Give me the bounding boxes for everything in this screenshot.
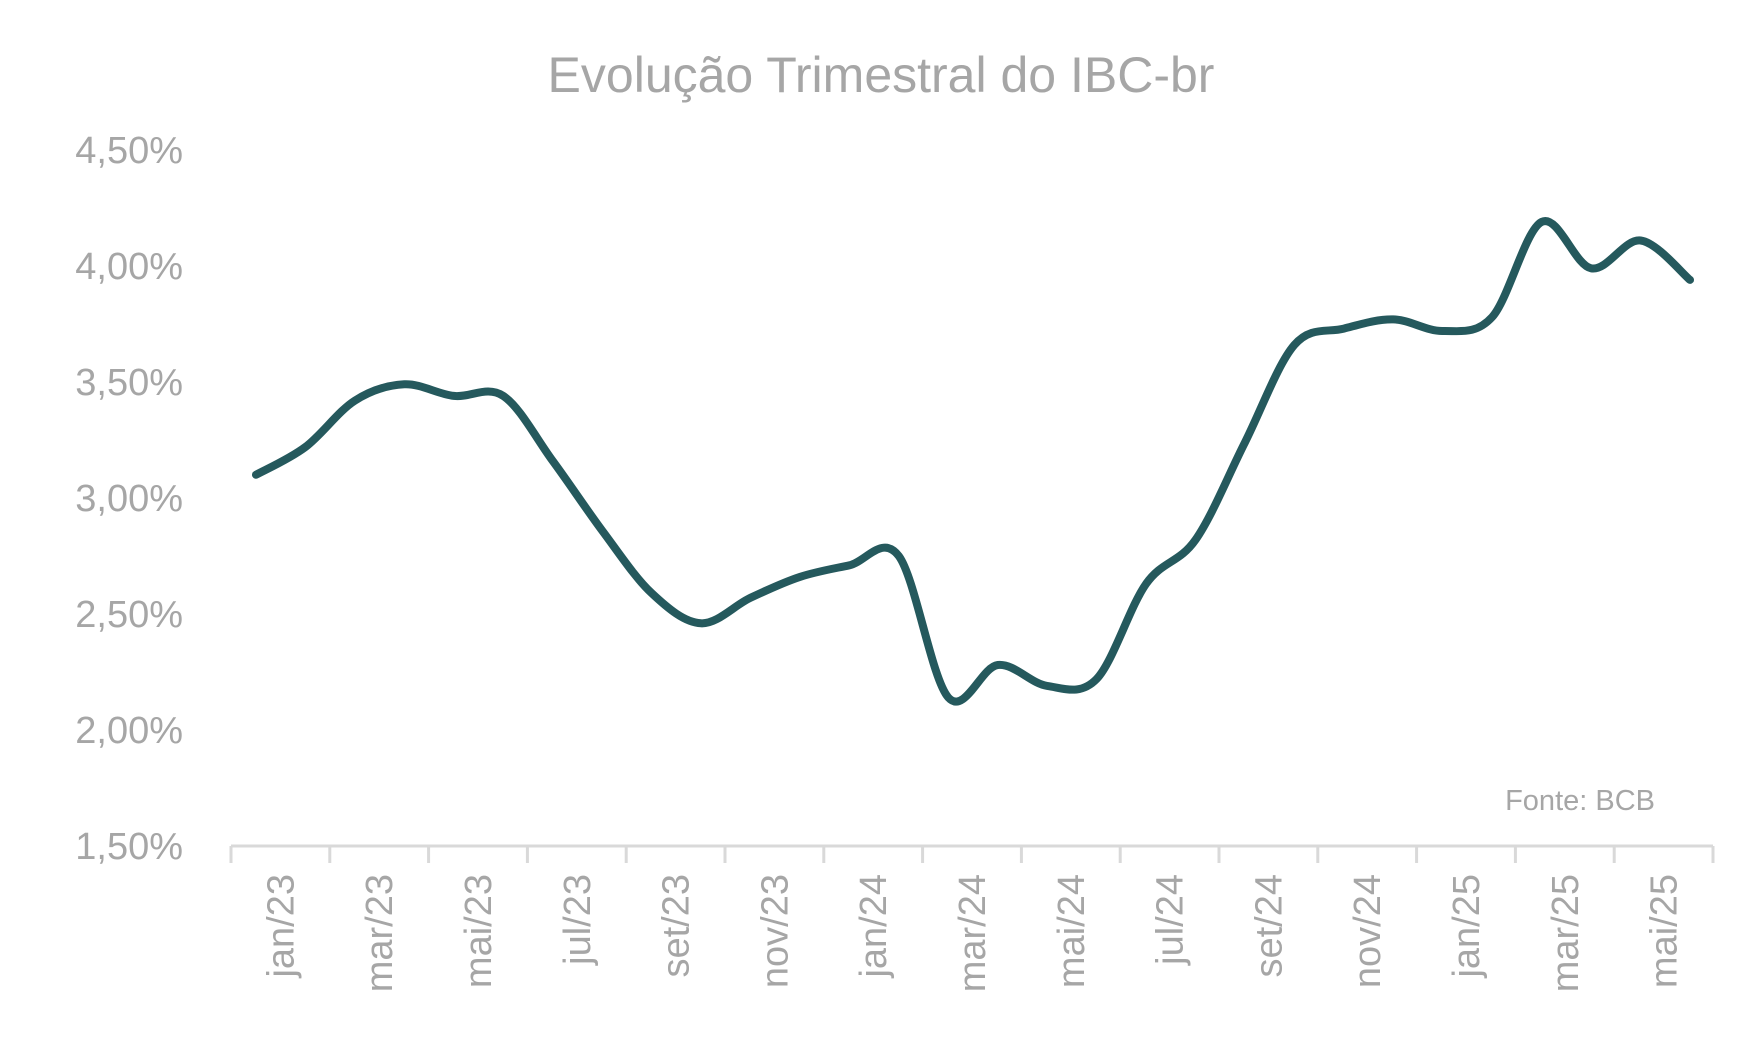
x-axis: jan/23 mar/23 mai/23 jul/23 set/23 nov/23 jan/… — [229, 844, 1715, 992]
series-layer — [252, 217, 1694, 706]
y-tick-label: 1,50% — [75, 826, 183, 868]
x-tick-label: nov/23 — [754, 874, 796, 988]
y-tick-label: 4,00% — [75, 246, 183, 288]
x-tick-label: mai/25 — [1644, 874, 1686, 988]
y-tick-label: 3,00% — [75, 478, 183, 520]
x-tick-label: set/23 — [656, 874, 698, 978]
y-tick-label: 2,50% — [75, 594, 183, 636]
y-tick-label: 3,50% — [75, 362, 183, 404]
x-tick-label: mai/24 — [1051, 874, 1093, 988]
source-note: Fonte: BCB — [1505, 785, 1655, 817]
y-axis: 1,50% 2,00% 2,50% 3,00% 3,50% 4,00% 4,50% — [75, 130, 183, 868]
chart-title: Evolução Trimestral do IBC-br — [548, 47, 1215, 103]
x-tick-label: mar/25 — [1545, 874, 1587, 992]
x-tick-label: jul/23 — [557, 874, 599, 966]
x-tick-label: jan/25 — [1446, 874, 1488, 979]
x-tick-label: jan/23 — [260, 874, 302, 979]
x-tick-label: nov/24 — [1347, 874, 1389, 988]
x-tick-label: mar/24 — [952, 874, 994, 992]
x-tick-label: mai/23 — [458, 874, 500, 988]
x-tick-label: set/24 — [1248, 874, 1290, 978]
x-tick-label: mar/23 — [359, 874, 401, 992]
y-tick-label: 2,00% — [75, 710, 183, 752]
x-tick-label: jul/24 — [1150, 874, 1192, 966]
y-tick-label: 4,50% — [75, 130, 183, 172]
x-tick-label: jan/24 — [853, 874, 895, 979]
series-line-ibc-br — [252, 217, 1694, 706]
